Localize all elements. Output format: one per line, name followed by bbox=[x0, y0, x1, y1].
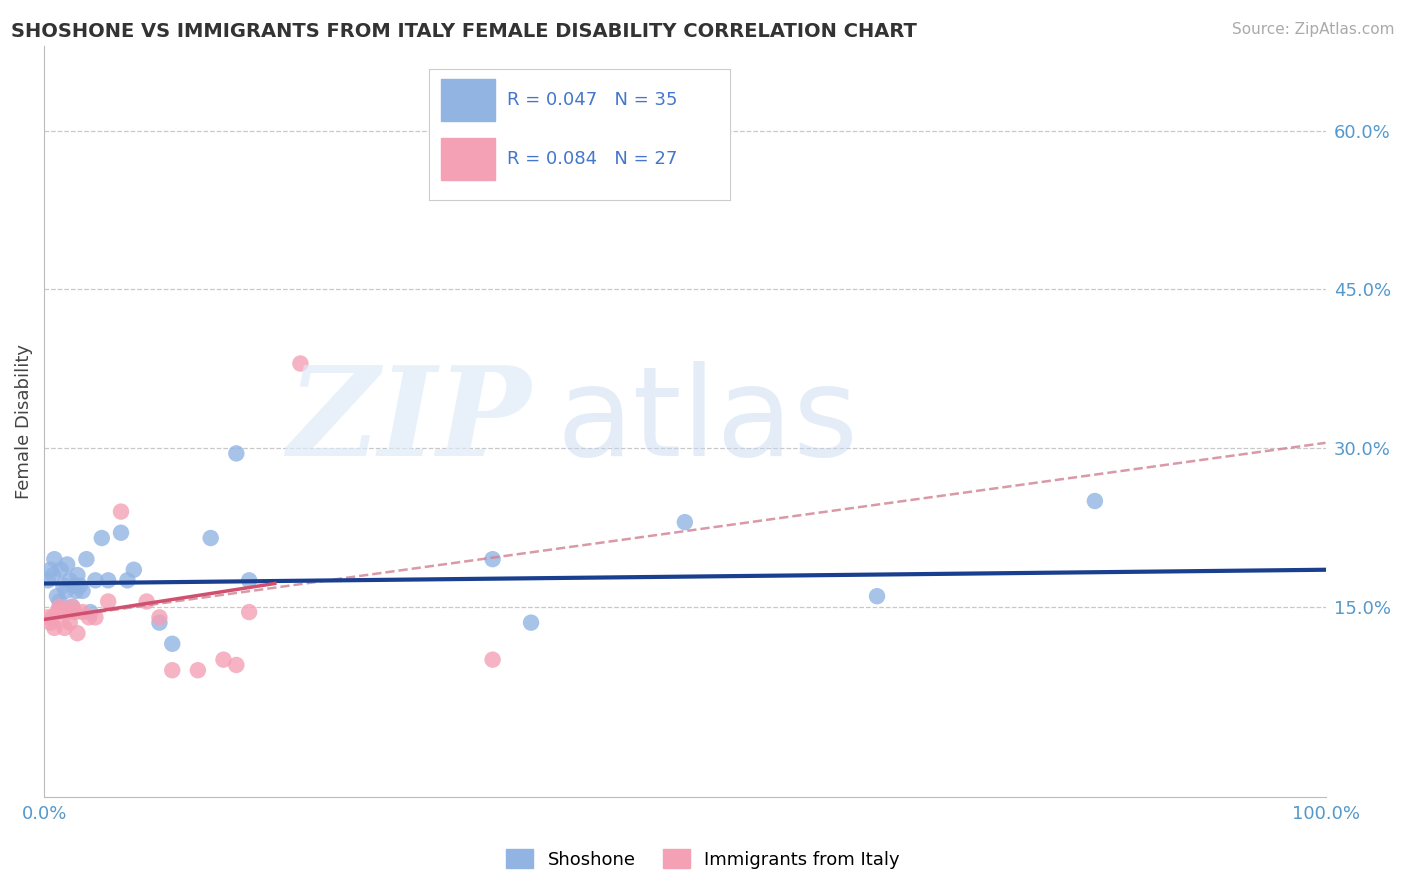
Point bbox=[66, 626, 89, 640]
Point bbox=[52, 579, 75, 593]
Point bbox=[56, 558, 79, 572]
Point bbox=[866, 589, 889, 603]
Point bbox=[63, 579, 86, 593]
Point bbox=[148, 610, 170, 624]
Point bbox=[90, 531, 112, 545]
Point bbox=[65, 583, 87, 598]
Point bbox=[290, 357, 312, 371]
Point bbox=[84, 574, 107, 588]
Point bbox=[59, 615, 82, 630]
Point bbox=[162, 663, 184, 677]
Point bbox=[110, 505, 132, 519]
Point bbox=[44, 552, 66, 566]
Point bbox=[122, 563, 145, 577]
Point bbox=[39, 615, 62, 630]
Point bbox=[72, 583, 94, 598]
Point bbox=[60, 599, 83, 614]
Point bbox=[200, 531, 222, 545]
Point bbox=[212, 653, 235, 667]
Point bbox=[48, 599, 70, 614]
Point bbox=[97, 594, 120, 608]
Point bbox=[117, 574, 139, 588]
Point bbox=[84, 610, 107, 624]
Point bbox=[37, 610, 59, 624]
Point bbox=[225, 657, 247, 672]
Point bbox=[75, 552, 97, 566]
Point bbox=[39, 563, 62, 577]
Point bbox=[56, 605, 79, 619]
Point bbox=[238, 605, 260, 619]
Point bbox=[37, 574, 59, 588]
Point bbox=[49, 563, 72, 577]
Point bbox=[77, 610, 100, 624]
Point bbox=[135, 594, 157, 608]
Point bbox=[63, 605, 86, 619]
Point bbox=[162, 637, 184, 651]
Point bbox=[1084, 494, 1107, 508]
Point bbox=[53, 621, 76, 635]
Point bbox=[72, 605, 94, 619]
Point bbox=[225, 446, 247, 460]
Point bbox=[97, 574, 120, 588]
Text: Source: ZipAtlas.com: Source: ZipAtlas.com bbox=[1232, 22, 1395, 37]
Point bbox=[110, 525, 132, 540]
Text: atlas: atlas bbox=[557, 361, 859, 483]
Point bbox=[59, 574, 82, 588]
Point bbox=[42, 610, 65, 624]
Point bbox=[238, 574, 260, 588]
Point bbox=[45, 589, 67, 603]
Legend: Shoshone, Immigrants from Italy: Shoshone, Immigrants from Italy bbox=[499, 842, 907, 876]
Point bbox=[42, 568, 65, 582]
Point bbox=[187, 663, 209, 677]
Point bbox=[60, 599, 83, 614]
Point bbox=[481, 552, 503, 566]
Point bbox=[79, 605, 101, 619]
Point bbox=[481, 653, 503, 667]
Point bbox=[520, 615, 543, 630]
Y-axis label: Female Disability: Female Disability bbox=[15, 344, 32, 500]
Text: ZIP: ZIP bbox=[287, 361, 531, 483]
Point bbox=[66, 568, 89, 582]
Point bbox=[44, 621, 66, 635]
Point bbox=[51, 605, 73, 619]
Text: SHOSHONE VS IMMIGRANTS FROM ITALY FEMALE DISABILITY CORRELATION CHART: SHOSHONE VS IMMIGRANTS FROM ITALY FEMALE… bbox=[11, 22, 917, 41]
Point bbox=[69, 579, 91, 593]
Point bbox=[55, 583, 77, 598]
Point bbox=[45, 605, 67, 619]
Point bbox=[48, 594, 70, 608]
Point bbox=[148, 615, 170, 630]
Point bbox=[673, 515, 696, 529]
